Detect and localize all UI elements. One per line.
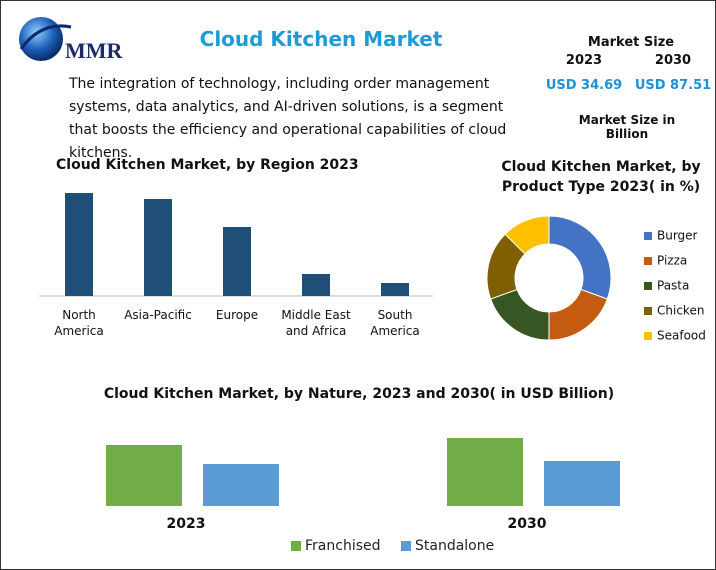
bar — [106, 445, 182, 506]
legend-swatch — [644, 307, 652, 315]
donut-slice — [548, 288, 608, 341]
legend-label: Burger — [657, 229, 698, 243]
legend-label: Pasta — [657, 279, 689, 293]
logo-globe — [19, 17, 63, 61]
chart-title: Cloud Kitchen Market, by Nature, 2023 an… — [103, 386, 615, 402]
market-size-note: Market Size in Billion — [578, 113, 676, 141]
bar — [447, 438, 523, 506]
year: 2030 — [654, 53, 692, 68]
legend-label: Pizza — [657, 254, 687, 268]
bar — [381, 283, 409, 296]
x-tick-label: Middle East and Africa — [281, 308, 351, 338]
legend-label: Standalone — [415, 538, 494, 554]
legend-swatch — [644, 332, 652, 340]
legend-label: Seafood — [657, 329, 706, 343]
bar — [223, 227, 251, 296]
legend-swatch — [644, 232, 652, 240]
bar — [302, 274, 330, 296]
donut-slice — [504, 215, 550, 255]
description: The integration of technology, including… — [69, 76, 507, 161]
bar — [144, 199, 172, 296]
market-value: USD 87.51 — [634, 78, 712, 93]
legend-label: Chicken — [657, 304, 704, 318]
legend-swatch — [644, 282, 652, 290]
market-size-title: Market Size — [587, 35, 675, 50]
legend-swatch — [644, 257, 652, 265]
x-tick-label: North America — [54, 308, 104, 338]
chart-title: Cloud Kitchen Market, by Region 2023 — [56, 157, 359, 173]
logo-swoosh — [19, 24, 72, 50]
bar — [203, 464, 279, 506]
legend-swatch — [401, 541, 411, 551]
x-tick-label: Europe — [215, 308, 259, 322]
x-tick-label: 2030 — [508, 516, 547, 532]
market-value: USD 34.69 — [545, 78, 623, 93]
year: 2023 — [565, 53, 603, 68]
chart-title: Cloud Kitchen Market, by Product Type 20… — [501, 159, 701, 195]
donut-slice — [548, 215, 612, 300]
donut-slice — [490, 288, 550, 341]
bar — [544, 461, 620, 506]
x-tick-label: Asia-Pacific — [124, 308, 192, 322]
title: Cloud Kitchen Market — [199, 27, 443, 51]
logo-text: MMR — [65, 38, 124, 63]
bar — [65, 193, 93, 296]
x-tick-label: South America — [370, 308, 420, 338]
x-tick-label: 2023 — [167, 516, 206, 532]
legend-label: Franchised — [305, 538, 381, 554]
legend-swatch — [291, 541, 301, 551]
